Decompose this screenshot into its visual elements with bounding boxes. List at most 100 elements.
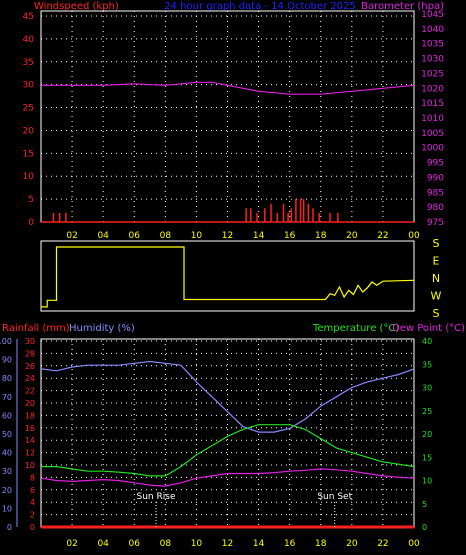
humidity-tick-label: 100 (0, 337, 12, 346)
windspeed-tick-label: 15 (23, 149, 34, 159)
x-tick-label: 04 (97, 539, 109, 549)
rain-tick-label: 12 (25, 449, 35, 458)
windspeed-axis-label: Windspeed (kph) (34, 1, 119, 12)
humidity-tick-label: 90 (2, 356, 12, 365)
x-tick-label: 04 (97, 231, 109, 241)
barometer-tick-labels: 975 980 985 990 995 1000 1005 1010 1015 1020 1025 1… (421, 10, 444, 228)
temperature-tick-label: 5 (422, 500, 427, 509)
wind-direction-line (41, 246, 415, 308)
direction-series (41, 246, 415, 308)
x-tick-label: 16 (284, 539, 296, 549)
windspeed-tick-labels: 0 5 10 15 20 25 30 35 40 45 (23, 12, 35, 228)
barometer-tick-label: 980 (427, 203, 444, 213)
x-tick-label: 18 (315, 539, 327, 549)
barometer-tick-label: 1025 (421, 69, 444, 79)
x-tick-label: 20 (346, 231, 358, 241)
x-tick-label: 12 (222, 539, 233, 549)
x-tick-label: 08 (160, 539, 172, 549)
direction-label: W (431, 290, 442, 303)
direction-label: N (432, 272, 440, 285)
direction-label: S (433, 307, 440, 320)
x-tick-label: 08 (160, 231, 172, 241)
rain-tick-label: 6 (30, 486, 35, 495)
humidity-axis-label: Humidity (%) (69, 323, 135, 334)
barometer-tick-label: 1005 (421, 129, 444, 139)
x-tick-label: 10 (191, 231, 203, 241)
bottom-frame (40, 338, 415, 528)
barometer-axis-label: Barometer (hpa) (361, 1, 444, 12)
barometer-tick-label: 995 (427, 159, 444, 169)
dewpoint-axis-label: Dew Point (°C) (392, 323, 465, 334)
bottom-panel: Rainfall (mm) Humidity (%) Temperature (… (0, 323, 465, 549)
dew-point-c-line (40, 468, 415, 487)
temperature-tick-label: 25 (422, 407, 432, 416)
windspeed-tick-label: 0 (28, 218, 34, 228)
windspeed-tick-label: 20 (23, 126, 35, 136)
barometer-line (41, 81, 415, 95)
bottom-x-tick-labels: 02 04 06 08 10 12 14 16 18 20 22 00 (66, 539, 420, 549)
x-tick-label: 00 (408, 539, 420, 549)
barometer-tick-label: 990 (427, 173, 444, 183)
temperature-tick-label: 20 (422, 430, 432, 439)
x-tick-label: 06 (129, 539, 141, 549)
x-tick-label: 18 (315, 231, 327, 241)
temperature-axis-label: Temperature (°C) (312, 323, 399, 334)
windspeed-tick-label: 5 (28, 195, 34, 205)
rain-tick-label: 28 (25, 349, 35, 358)
humidity-tick-label: 70 (2, 393, 12, 402)
humidity-tick-labels: 0 10 20 30 40 50 60 70 80 90 100 (0, 337, 18, 532)
temperature-tick-label: 40 (422, 337, 432, 346)
barometer-tick-label: 1015 (421, 99, 444, 109)
windspeed-tick-label: 35 (23, 58, 34, 68)
temperature-tick-labels: 0 5 10 15 20 25 30 35 40 (422, 337, 432, 532)
top-grid (41, 11, 414, 222)
rain-tick-label: 0 (30, 523, 35, 532)
rain-tick-label: 24 (25, 374, 35, 383)
x-tick-label: 10 (191, 539, 203, 549)
bottom-grid (41, 339, 414, 527)
humidity-tick-label: 40 (2, 449, 12, 458)
humidity-tick-label: 20 (2, 486, 12, 495)
x-tick-label: 02 (66, 539, 77, 549)
rain-tick-label: 8 (30, 473, 35, 482)
rainfall-axis-label: Rainfall (mm) (2, 323, 70, 334)
sunrise-label: Sun Rise (137, 492, 176, 502)
barometer-tick-label: 1010 (421, 114, 444, 124)
x-tick-label: 16 (284, 231, 296, 241)
x-tick-label: 20 (346, 539, 358, 549)
barometer-tick-label: 1020 (421, 84, 444, 94)
rain-tick-label: 2 (30, 511, 35, 520)
top-series (41, 81, 415, 223)
rain-tick-label: 4 (30, 498, 35, 507)
rain-tick-label: 22 (25, 387, 35, 396)
humidity-tick-label: 60 (2, 411, 12, 420)
chart-title: 24 hour graph data - 14 October 2025 (164, 1, 355, 12)
temperature-tick-label: 10 (422, 477, 432, 486)
temperature-tick-label: 30 (422, 384, 432, 393)
x-tick-label: 14 (253, 539, 265, 549)
temperature-tick-label: 35 (422, 360, 432, 369)
x-tick-label: 12 (222, 231, 233, 241)
temperature-c-line (41, 424, 415, 477)
windspeed-tick-label: 30 (23, 81, 35, 91)
barometer-tick-label: 985 (427, 188, 444, 198)
rain-tick-label: 10 (25, 461, 35, 470)
humidity-tick-label: 50 (2, 430, 12, 439)
humidity-tick-label: 10 (2, 504, 12, 513)
humidity-tick-label: 0 (7, 523, 12, 532)
rain-tick-label: 20 (25, 399, 35, 408)
temperature-tick-label: 0 (422, 523, 427, 532)
rain-tick-label: 14 (25, 436, 35, 445)
humidity-tick-label: 30 (2, 467, 12, 476)
barometer-tick-label: 1000 (421, 144, 444, 154)
x-tick-label: 02 (66, 231, 77, 241)
sun-markers: Sun Rise Sun Set (137, 492, 353, 527)
windspeed-tick-label: 40 (23, 35, 35, 45)
top-panel: Windspeed (kph) 24 hour graph data - 14 … (23, 1, 445, 241)
rain-tick-label: 16 (25, 424, 35, 433)
x-tick-label: 22 (377, 539, 388, 549)
barometer-tick-label: 1030 (421, 55, 444, 65)
